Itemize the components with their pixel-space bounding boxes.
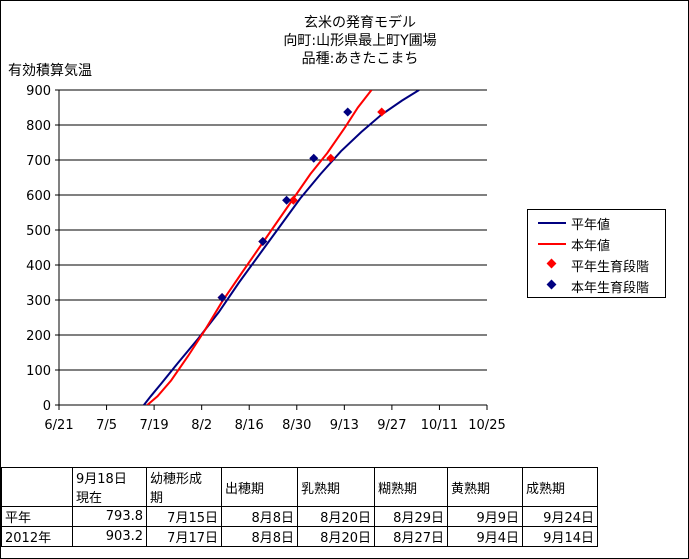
y-tick-label: 100: [26, 364, 51, 379]
table-header-current-line2: 現在: [76, 491, 103, 506]
table-header-cell: 出穂期: [221, 467, 298, 507]
table-row: 2012年 903.2 7月17日 8月8日 8月20日 8月27日 9月4日 …: [1, 526, 598, 547]
y-tick-label: 0: [43, 399, 51, 414]
table-cell: 903.2: [72, 526, 147, 547]
table-cell: 7月15日: [146, 506, 222, 527]
table-header-cell: 黄熟期: [447, 467, 523, 507]
table-header-cell: [1, 467, 73, 507]
data-point-2: [288, 195, 298, 205]
y-tick-label: 600: [26, 189, 51, 204]
data-point-3: [217, 293, 227, 303]
table-header-cell: 9月18日現在: [72, 467, 147, 507]
table-header-cell: 幼穂形成期: [146, 467, 222, 507]
legend-item-current-stage: 本年生育段階: [528, 275, 665, 296]
table-cell: 平年: [1, 506, 73, 527]
x-tick-label: 8/30: [282, 418, 311, 433]
table-header-panicle-line2: 期: [150, 491, 164, 506]
legend-label-normal-stage: 平年生育段階: [571, 260, 650, 275]
table-header-panicle-line1: 幼穂形成: [150, 472, 203, 487]
y-tick-label: 300: [26, 294, 51, 309]
chart-plot: 0 100 200 300 400 500 600 700 800 900 6/21 7/5 7/19 8…: [26, 84, 506, 433]
legend-label-normal-line: 平年値: [571, 218, 611, 233]
table-header-cell: 乳熟期: [297, 467, 375, 507]
x-tick-label: 7/19: [140, 418, 169, 433]
chart-title-line-2: 向町:山形県最上町Y圃場: [283, 33, 437, 49]
table-cell: 8月8日: [221, 506, 298, 527]
x-tick-label: 8/2: [191, 418, 212, 433]
x-tick-label: 10/11: [421, 418, 458, 433]
y-tick-label: 800: [26, 119, 51, 134]
table-cell: 9月4日: [447, 526, 523, 547]
y-axis-label: 有効積算気温: [8, 63, 92, 79]
data-point-3: [258, 237, 268, 247]
legend-item-current-line: 本年値: [528, 233, 665, 254]
table-header-cell: 糊熟期: [374, 467, 448, 507]
chart-title-line-1: 玄米の発育モデル: [304, 15, 416, 31]
y-tick-label: 200: [26, 329, 51, 344]
x-tick-label: 8/16: [235, 418, 264, 433]
data-point-3: [343, 107, 353, 117]
legend-swatch-current-stage: [546, 279, 557, 290]
y-tick-label: 900: [26, 84, 51, 99]
table-cell: 793.8: [72, 506, 147, 527]
x-tick-label: 9/13: [330, 418, 359, 433]
legend: 平年値 本年値 平年生育段階 本年生育段階: [527, 209, 666, 298]
table-cell: 8月27日: [374, 526, 448, 547]
table-cell: 9月9日: [447, 506, 523, 527]
legend-item-normal-stage: 平年生育段階: [528, 254, 665, 275]
y-tick-label: 700: [26, 154, 51, 169]
legend-item-normal-line: 平年値: [528, 212, 665, 233]
table-cell: 8月20日: [297, 526, 375, 547]
data-point-3: [282, 195, 292, 205]
legend-swatch-current-line: [538, 243, 566, 245]
x-tick-label: 9/27: [377, 418, 406, 433]
data-point-3: [309, 153, 319, 163]
table-cell: 2012年: [1, 526, 73, 547]
table-cell: 9月24日: [522, 506, 598, 527]
table-cell: 8月20日: [297, 506, 375, 527]
data-point-2: [326, 153, 336, 163]
table-cell: 8月8日: [221, 526, 298, 547]
series-line-0: [143, 90, 420, 405]
series-line-1: [146, 90, 373, 405]
x-tick-label: 10/25: [468, 418, 505, 433]
y-tick-label: 400: [26, 259, 51, 274]
legend-label-current-line: 本年値: [571, 239, 611, 254]
x-tick-label: 7/5: [96, 418, 117, 433]
table-cell: 9月14日: [522, 526, 598, 547]
table-header-cell: 成熟期: [522, 467, 598, 507]
table-row: 平年 793.8 7月15日 8月8日 8月20日 8月29日 9月9日 9月2…: [1, 506, 598, 527]
legend-swatch-normal-stage: [546, 258, 557, 269]
chart-title-line-3: 品種:あきたこまち: [301, 51, 419, 67]
chart-title: 玄米の発育モデル 向町:山形県最上町Y圃場 品種:あきたこまち: [160, 14, 560, 68]
y-tick-label: 500: [26, 224, 51, 239]
x-tick-label: 6/21: [44, 418, 73, 433]
table-cell: 7月17日: [146, 526, 222, 547]
growth-stage-table: 9月18日現在 幼穂形成期 出穂期 乳熟期 糊熟期 黄熟期 成熟期 平年 793…: [1, 467, 598, 547]
table-header-row: 9月18日現在 幼穂形成期 出穂期 乳熟期 糊熟期 黄熟期 成熟期: [1, 467, 598, 507]
table-header-current-line1: 9月18日: [76, 472, 127, 487]
data-point-2: [377, 107, 387, 117]
legend-label-current-stage: 本年生育段階: [571, 281, 650, 296]
legend-swatch-normal-line: [538, 222, 566, 224]
table-cell: 8月29日: [374, 506, 448, 527]
